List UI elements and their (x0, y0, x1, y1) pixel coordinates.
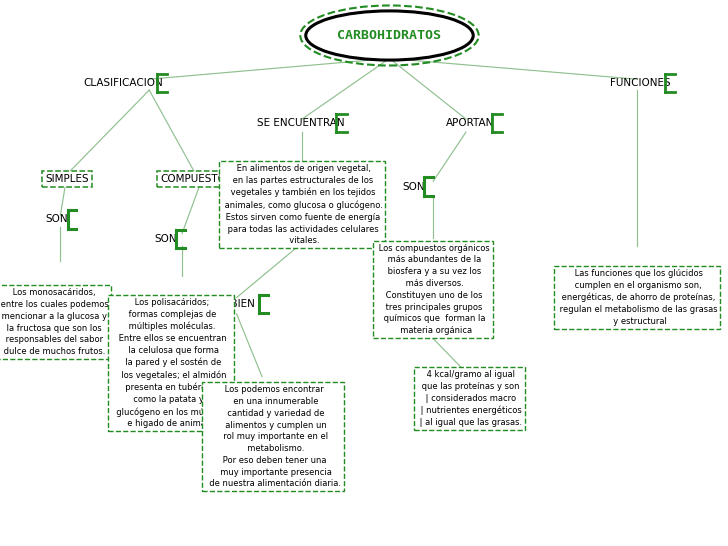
Text: FUNCIONES: FUNCIONES (610, 78, 670, 88)
Text: Los podemos encontrar
  en una innumerable
  cantidad y variedad de
  alimentos : Los podemos encontrar en una innumerable… (205, 385, 341, 489)
Text: SON: SON (403, 182, 425, 192)
Text: 4 kcal/gramo al igual
 que las proteínas y son
 | considerados macro
 | nutrient: 4 kcal/gramo al igual que las proteínas … (417, 370, 522, 427)
Text: En alimentos de origen vegetal,
 en las partes estructurales de los
 vegetales y: En alimentos de origen vegetal, en las p… (222, 164, 382, 245)
Text: Los monosacáridos,
 entre los cuales podemos
 mencionar a la glucosa y
 la fruct: Los monosacáridos, entre los cuales pode… (0, 288, 108, 356)
Text: SON: SON (46, 215, 68, 224)
Text: Los polisacáridos;
 formas complejas de
 múltiples moléculas.
 Entre ellos se en: Los polisacáridos; formas complejas de m… (111, 298, 231, 429)
Text: Los compuestos orgánicos
 más abundantes de la
 biosfera y a su vez los
 más div: Los compuestos orgánicos más abundantes … (376, 244, 490, 335)
Text: COMPUESTOS: COMPUESTOS (160, 174, 233, 184)
Text: APORTAN: APORTAN (446, 118, 494, 128)
Text: SIMPLES: SIMPLES (45, 174, 89, 184)
Text: CLASIFICACION: CLASIFICACION (84, 78, 164, 88)
Text: SON: SON (154, 234, 177, 244)
Text: TAMBIEN: TAMBIEN (209, 299, 255, 309)
Ellipse shape (306, 11, 473, 60)
Text: Las funciones que los glúcidos
 cumplen en el organismo son,
 energéticas, de ah: Las funciones que los glúcidos cumplen e… (557, 269, 717, 326)
Text: SE ENCUENTRAN: SE ENCUENTRAN (257, 118, 344, 128)
Text: CARBOHIDRATOS: CARBOHIDRATOS (338, 29, 441, 42)
